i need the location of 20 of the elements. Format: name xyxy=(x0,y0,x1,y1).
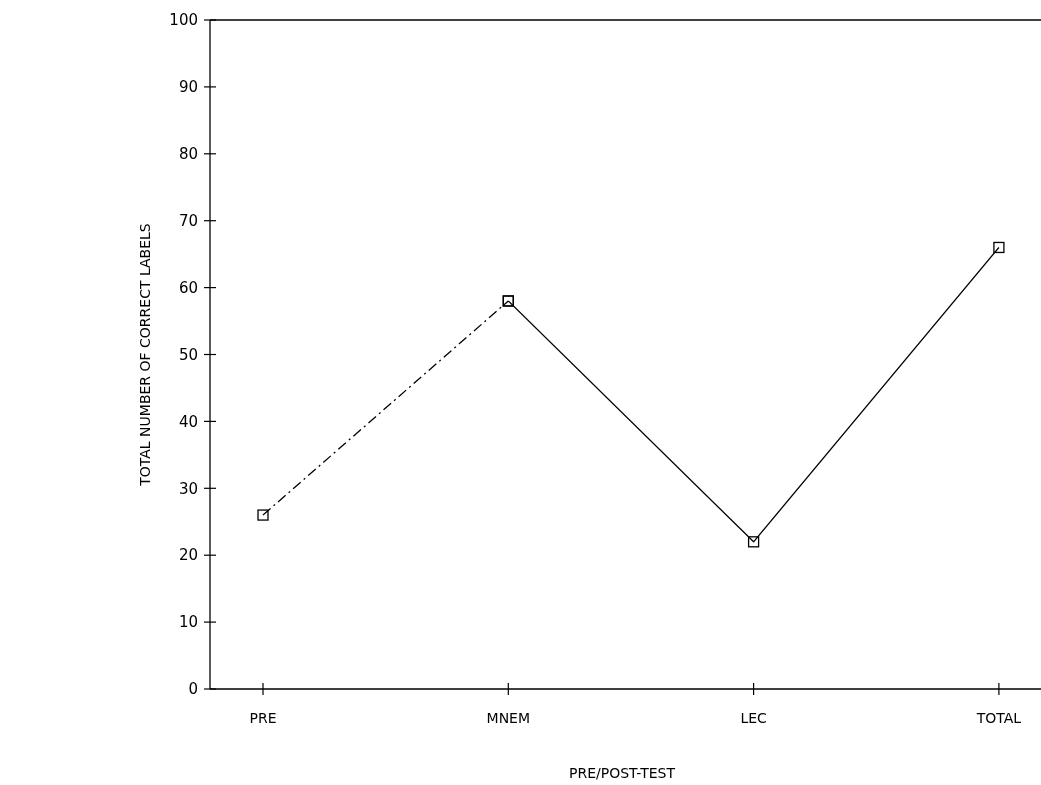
y-tick-label: 40 xyxy=(178,412,198,431)
y-tick-label: 0 xyxy=(188,680,198,699)
x-tick-label: PRE xyxy=(249,710,277,726)
x-tick-label: LEC xyxy=(740,710,768,726)
point xyxy=(993,241,1005,254)
x-tick-label: MNEM xyxy=(486,710,531,726)
y-tick-label: 70 xyxy=(178,211,198,230)
y-tick-label: 20 xyxy=(178,546,198,565)
y-tick-label: 90 xyxy=(178,78,198,97)
point xyxy=(747,536,760,548)
y-tick-label: 100 xyxy=(169,11,198,30)
y-tick-label: 80 xyxy=(178,145,198,164)
y-axis-title: TOTAL NUMBER OF CORRECT LABELS xyxy=(137,223,153,487)
point xyxy=(257,509,269,521)
y-tick-label: 60 xyxy=(178,278,198,297)
y-tick-label: 10 xyxy=(178,613,198,632)
x-axis-title: PRE/POST-TEST xyxy=(569,765,676,781)
y-tick-label: 50 xyxy=(178,345,198,364)
y-tick-label: 30 xyxy=(178,479,198,498)
x-tick-label: TOTAL xyxy=(975,710,1022,726)
